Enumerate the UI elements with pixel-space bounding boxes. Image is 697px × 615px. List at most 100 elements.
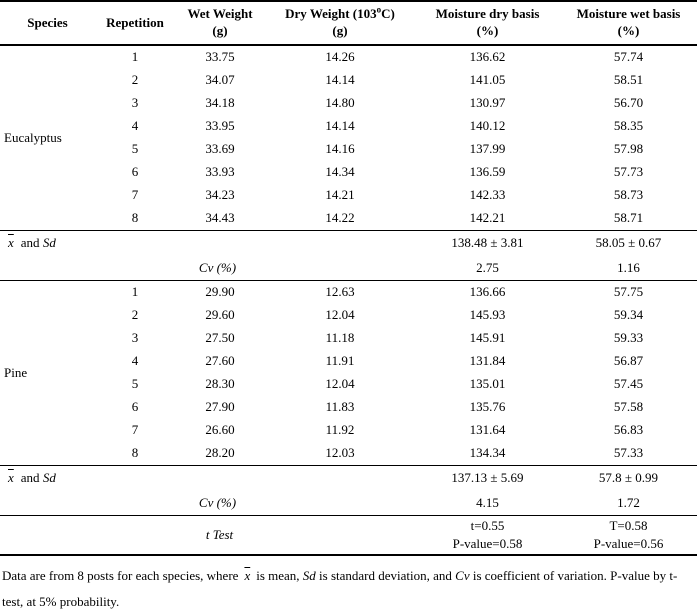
data-row: 6 33.93 14.34 136.59 57.73 (0, 161, 697, 184)
data-row: 7 26.60 11.92 131.64 56.83 (0, 419, 697, 442)
footnote-text: is mean, (256, 568, 303, 583)
t-test-section: t Test t=0.55 P-value=0.58 T=0.58 P-valu… (0, 515, 697, 556)
cell-rep: 7 (131, 422, 139, 438)
eucalyptus-cv-mdb: 2.75 (476, 259, 499, 275)
cell-wet: 33.95 (205, 118, 235, 134)
cell-mwb: 58.71 (613, 210, 644, 226)
footnote-text: is standard deviation, and (315, 568, 456, 583)
cell-rep: 2 (131, 72, 139, 88)
col-header-dry-weight-line2: (g) (332, 23, 348, 38)
col-header-moisture-dry-line2: (%) (476, 23, 499, 38)
t-test-mwb-stat: T=0.58 (609, 518, 648, 533)
cell-rep: 5 (131, 141, 139, 157)
cell-mwb: 57.73 (613, 164, 644, 180)
t-test-mwb: T=0.58 P-value=0.56 (560, 516, 697, 556)
data-row: 3 27.50 11.18 145.91 59.33 (0, 327, 697, 350)
data-row: Eucalyptus 1 33.75 14.26 136.62 57.74 (0, 45, 697, 145)
cell-wet: 34.43 (205, 210, 235, 226)
cell-rep: 8 (131, 445, 139, 461)
dry-weight-text: Dry Weight (103 (285, 6, 377, 22)
and-text: and (20, 235, 43, 251)
cell-rep: 4 (131, 118, 139, 134)
cell-mdb: 131.84 (469, 353, 506, 369)
cell-mwb: 57.58 (613, 399, 644, 415)
cell-wet: 28.20 (205, 445, 235, 461)
eucalyptus-summary-section: x and Sd 138.48 ± 3.81 58.05 ± 0.67 Cv (%… (0, 230, 697, 281)
col-header-wet-weight-line1: Wet Weight (187, 6, 253, 22)
eucalyptus-cv-mwb: 1.16 (617, 259, 640, 275)
pine-cv-mwb: 1.72 (617, 494, 640, 510)
cell-wet: 33.69 (205, 141, 235, 157)
cv-text: Cv (455, 568, 470, 583)
col-header-dry-weight-line1: Dry Weight (103oC) (265, 4, 415, 23)
col-header-dry-weight: Dry Weight (103oC) (g) (265, 1, 415, 46)
cell-mwb: 56.87 (613, 353, 644, 369)
degree-superscript: o (376, 4, 382, 15)
cell-mdb: 136.62 (469, 49, 506, 65)
cell-rep: 2 (131, 307, 139, 323)
footnote-text: is coefficient of variation. P-value by … (2, 568, 678, 609)
cell-mdb: 135.76 (469, 399, 506, 415)
cell-rep: 3 (131, 330, 139, 346)
cell-mdb: 137.99 (469, 141, 506, 157)
cell-dry: 11.91 (325, 353, 355, 369)
cell-dry: 14.16 (325, 141, 355, 157)
cell-dry: 12.63 (325, 284, 355, 300)
cell-mdb: 145.93 (469, 307, 506, 323)
cell-mwb: 57.75 (613, 284, 644, 300)
cell-wet: 26.60 (205, 422, 235, 438)
eucalyptus-mean-sd-row: x and Sd 138.48 ± 3.81 58.05 ± 0.67 (0, 231, 697, 257)
data-row: 4 33.95 14.14 140.12 58.35 (0, 115, 697, 138)
cell-wet: 33.93 (205, 164, 235, 180)
cell-mwb: 56.70 (613, 95, 644, 111)
cell-mdb: 142.21 (469, 210, 506, 226)
cell-mwb: 58.73 (613, 187, 644, 203)
species-name: Pine (4, 364, 28, 380)
data-row: 7 34.23 14.21 142.33 58.73 (0, 184, 697, 207)
cell-mwb: 57.33 (613, 445, 644, 461)
cell-rep: 5 (131, 376, 139, 392)
cell-mwb: 59.33 (613, 330, 644, 346)
cell-mwb: 57.98 (613, 141, 644, 157)
cell-dry: 14.21 (325, 187, 355, 203)
xbar-symbol: x (8, 235, 14, 251)
cell-rep: 6 (131, 164, 139, 180)
cell-dry: 11.92 (325, 422, 355, 438)
data-row: 3 34.18 14.80 130.97 56.70 (0, 92, 697, 115)
cell-mdb: 135.01 (469, 376, 506, 392)
cell-rep: 4 (131, 353, 139, 369)
cell-dry: 14.34 (325, 164, 355, 180)
cell-wet: 28.30 (205, 376, 235, 392)
col-header-moisture-dry-line1: Moisture dry basis (435, 6, 540, 22)
col-header-moisture-wet: Moisture wet basis (%) (560, 1, 697, 46)
t-test-mwb-pvalue: P-value=0.56 (593, 536, 664, 551)
t-test-mdb-pvalue: P-value=0.58 (452, 536, 523, 551)
cell-wet: 27.60 (205, 353, 235, 369)
data-row: 8 34.43 14.22 142.21 58.71 (0, 207, 697, 231)
cell-dry: 14.80 (325, 95, 355, 111)
cell-dry: 12.04 (325, 307, 355, 323)
cell-mdb: 131.64 (469, 422, 506, 438)
pine-mean-sd-mdb: 137.13 ± 5.69 (451, 470, 524, 486)
cell-rep: 3 (131, 95, 139, 111)
cell-mdb: 136.66 (469, 284, 506, 300)
cell-wet: 34.23 (205, 187, 235, 203)
eucalyptus-mean-sd-mwb: 58.05 ± 0.67 (595, 235, 662, 251)
sd-text: Sd (42, 235, 56, 251)
pine-summary-section: x and Sd 137.13 ± 5.69 57.8 ± 0.99 Cv (%)… (0, 465, 697, 516)
col-header-wet-weight: Wet Weight (g) (175, 1, 265, 46)
data-row: 5 28.30 12.04 135.01 57.45 (0, 373, 697, 396)
cell-mdb: 130.97 (469, 95, 506, 111)
col-header-wet-weight-line2: (g) (212, 23, 228, 38)
cell-mwb: 58.35 (613, 118, 644, 134)
data-row: Pine 1 29.90 12.63 136.66 57.75 (0, 281, 697, 380)
mean-sd-label: x and Sd (0, 466, 415, 492)
col-header-moisture-wet-line1: Moisture wet basis (576, 6, 681, 22)
t-test-row: t Test t=0.55 P-value=0.58 T=0.58 P-valu… (0, 516, 697, 556)
cell-wet: 27.90 (205, 399, 235, 415)
cell-dry: 11.18 (325, 330, 355, 346)
data-row: 6 27.90 11.83 135.76 57.58 (0, 396, 697, 419)
pine-cv-row: Cv (%) 4.15 1.72 (0, 491, 697, 516)
data-row: 2 34.07 14.14 141.05 58.51 (0, 69, 697, 92)
